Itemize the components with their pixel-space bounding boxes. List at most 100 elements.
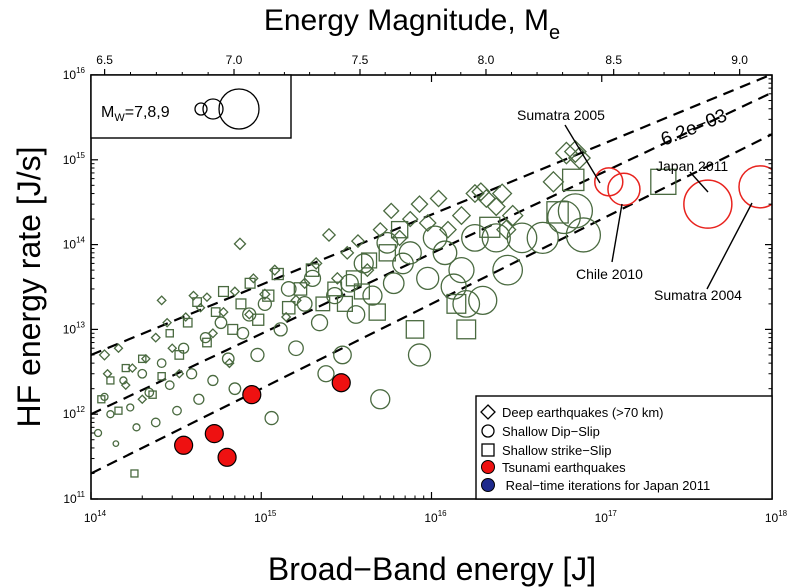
point-diamond (382, 202, 400, 220)
point-diamond (451, 205, 472, 226)
point-circle (150, 417, 161, 428)
top-axis-tick-label: 8.0 (478, 53, 495, 67)
point-highlight (607, 172, 641, 206)
y-tick-label: 1012 (63, 405, 86, 421)
point-circle (273, 322, 288, 337)
legend-label-dip-slip: Shallow Dip−Slip (502, 424, 600, 439)
point-tsunami (204, 424, 224, 444)
point-circle (137, 368, 148, 379)
point-tsunami (174, 435, 194, 455)
point-circle (317, 365, 335, 383)
point-circle (382, 272, 405, 295)
point-square (456, 319, 477, 340)
point-square (650, 168, 677, 196)
legend-label-deep: Deep earthquakes (>70 km) (502, 405, 664, 420)
reference-line-label: 6.2e−03 (658, 105, 730, 150)
point-square (479, 216, 501, 238)
point-diamond (156, 295, 167, 306)
point-diamond (542, 170, 565, 193)
point-square (182, 317, 193, 328)
size-legend-box (90, 74, 292, 139)
size-legend-circle-m9 (218, 88, 260, 130)
point-circle (506, 222, 538, 254)
point-circle (172, 405, 182, 416)
point-diamond (290, 294, 302, 307)
point-circle (310, 314, 329, 332)
point-diamond (309, 256, 323, 270)
point-circle (156, 358, 167, 369)
point-square (405, 320, 425, 339)
point-diamond (202, 292, 212, 303)
point-diamond (471, 182, 491, 202)
point-square (353, 283, 370, 300)
point-square (390, 220, 409, 239)
y-tick-label: 1011 (63, 490, 85, 506)
point-diamond (233, 237, 247, 251)
point-circle (353, 253, 374, 274)
legend-marker-diamond (480, 404, 496, 420)
point-circle (106, 410, 115, 419)
point-tsunami (217, 447, 237, 467)
top-axis-tick-label: 7.5 (352, 53, 369, 67)
point-circle (257, 296, 273, 312)
point-diamond (174, 368, 185, 379)
point-circle (132, 423, 141, 432)
legend-marker-circle (481, 424, 495, 438)
annotation-sumatra-2005: Sumatra 2005 (517, 107, 605, 123)
point-circle (422, 225, 448, 251)
point-circle (112, 440, 120, 448)
point-circle (370, 389, 391, 410)
x-axis-label: Broad−Band energy [J] (268, 551, 596, 587)
point-circle (250, 347, 265, 363)
point-square (202, 337, 212, 348)
point-tsunami (331, 373, 351, 393)
point-diamond (167, 343, 178, 354)
top-axis-title: Energy Magnitude, Me (264, 4, 560, 44)
point-circle (468, 285, 498, 316)
point-square (106, 376, 115, 385)
point-square (137, 354, 147, 364)
point-square (561, 168, 585, 192)
point-square (235, 298, 247, 310)
annotation-leader-3 (706, 202, 753, 290)
point-circle (185, 368, 198, 380)
point-diamond (259, 288, 271, 301)
point-circle (407, 343, 432, 367)
point-square (148, 390, 157, 399)
point-diamond (372, 221, 388, 238)
point-circle (432, 240, 458, 266)
point-square (192, 297, 203, 307)
point-square (281, 300, 296, 315)
point-diamond (563, 140, 587, 164)
point-square (97, 395, 106, 404)
annotation-sumatra-2004: Sumatra 2004 (654, 287, 742, 303)
point-square (378, 244, 397, 262)
point-diamond (360, 263, 375, 278)
point-circle (303, 269, 322, 287)
point-circle (376, 231, 399, 254)
point-circle (440, 273, 467, 300)
series-circle (93, 193, 602, 448)
plot-inner (91, 75, 772, 478)
point-square (368, 303, 386, 321)
point-circle (333, 345, 352, 365)
point-diamond (321, 227, 337, 243)
point-circle (164, 380, 175, 391)
annotation-chile-2010: Chile 2010 (576, 266, 643, 282)
point-diamond (298, 277, 311, 290)
legend-label-strike-slip: Shallow strike−Slip (502, 443, 611, 458)
point-square (217, 285, 230, 298)
legend-marker-realtime (481, 478, 495, 492)
legend-box (475, 395, 773, 500)
size-legend-label: MW=7,8,9 (101, 104, 170, 124)
point-diamond (465, 183, 485, 204)
point-square (252, 313, 265, 326)
point-circle (193, 393, 205, 405)
point-diamond (501, 204, 524, 227)
point-square (130, 469, 139, 478)
x-tick-label: 1016 (424, 509, 447, 525)
point-square (210, 307, 221, 317)
point-circle (565, 217, 602, 253)
point-tsunami (242, 385, 262, 405)
point-square (244, 277, 256, 289)
